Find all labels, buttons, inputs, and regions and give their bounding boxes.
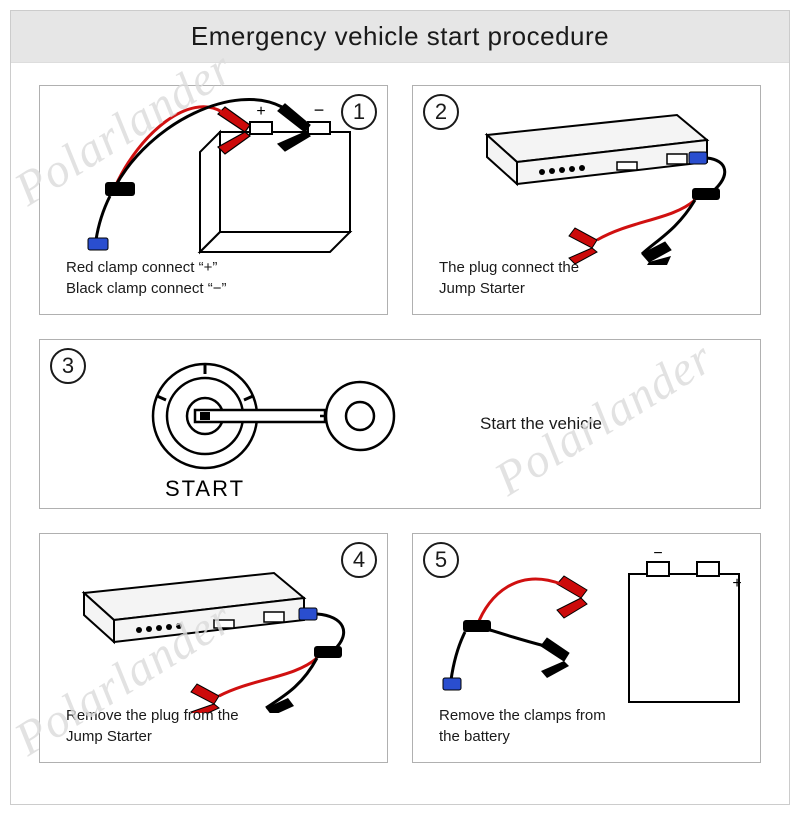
- battery-plus-label: +: [256, 103, 265, 120]
- page-title: Emergency vehicle start procedure: [191, 21, 609, 52]
- step-1-graphic: + −: [50, 92, 380, 262]
- black-clamp-icon: [642, 242, 671, 265]
- step-3-graphic: START: [110, 344, 470, 504]
- step-3: 3: [39, 339, 761, 509]
- row-2: 3: [39, 339, 761, 509]
- battery-minus-label: −: [314, 100, 325, 120]
- step-5-graphic: − +: [419, 538, 759, 713]
- page-frame: Emergency vehicle start procedure 1: [10, 10, 790, 805]
- step-2-caption: The plug connect the Jump Starter: [439, 257, 579, 301]
- row-3: 4: [39, 533, 761, 763]
- red-clamp-icon: [557, 576, 587, 618]
- row-1: 1 + −: [39, 85, 761, 315]
- svg-text:+: +: [732, 575, 741, 592]
- step-2: 2: [412, 85, 761, 315]
- step-4-graphic: [44, 538, 384, 713]
- black-clamp-icon: [541, 638, 569, 678]
- step-4: 4: [39, 533, 388, 763]
- step-2-graphic: [417, 90, 757, 265]
- step-3-caption: Start the vehicle: [480, 412, 602, 437]
- step-5-caption: Remove the clamps from the battery: [439, 705, 606, 749]
- content-area: 1 + −: [11, 63, 789, 785]
- jump-starter-icon: [84, 573, 304, 642]
- step-1: 1 + −: [39, 85, 388, 315]
- step-5: 5 − +: [412, 533, 761, 763]
- step-4-caption: Remove the plug from the Jump Starter: [66, 705, 239, 749]
- svg-text:−: −: [653, 545, 662, 562]
- step-3-number: 3: [50, 348, 86, 384]
- title-bar: Emergency vehicle start procedure: [11, 11, 789, 63]
- ignition-label: START: [165, 476, 245, 501]
- step-1-caption: Red clamp connect “+” Black clamp connec…: [66, 257, 226, 301]
- jump-starter-icon: [487, 115, 707, 184]
